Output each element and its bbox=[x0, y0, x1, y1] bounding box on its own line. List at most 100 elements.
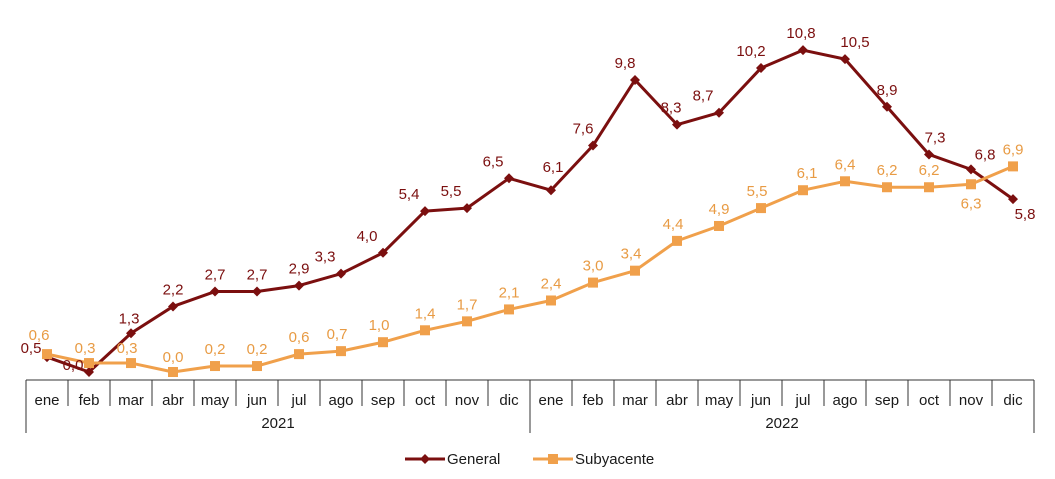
data-label: 0,5 bbox=[21, 340, 42, 357]
series-general bbox=[42, 45, 1018, 377]
data-point bbox=[756, 203, 766, 214]
data-point bbox=[882, 182, 892, 193]
data-point bbox=[420, 206, 430, 217]
legend-marker bbox=[420, 454, 430, 464]
data-point bbox=[336, 346, 346, 357]
data-label: 0,0 bbox=[163, 349, 184, 366]
data-point bbox=[126, 358, 136, 369]
data-label: 2,1 bbox=[499, 284, 520, 301]
data-label: 6,2 bbox=[877, 162, 898, 179]
x-tick-label: ene bbox=[34, 392, 59, 409]
x-tick-label: ago bbox=[832, 392, 857, 409]
data-label: 6,8 bbox=[975, 146, 996, 163]
data-label: 8,3 bbox=[661, 100, 682, 117]
data-point bbox=[714, 107, 724, 118]
x-tick-label: nov bbox=[959, 392, 984, 409]
data-label: 0,2 bbox=[205, 341, 226, 358]
data-point bbox=[966, 179, 976, 190]
data-point bbox=[210, 361, 220, 372]
legend-marker bbox=[548, 454, 558, 464]
data-label: 2,7 bbox=[205, 267, 226, 284]
data-point bbox=[294, 280, 304, 291]
data-point bbox=[672, 119, 682, 130]
data-point bbox=[126, 328, 136, 339]
x-tick-label: dic bbox=[1003, 392, 1023, 409]
data-label: 0,6 bbox=[289, 329, 310, 346]
data-point bbox=[294, 349, 304, 360]
data-label: 0,3 bbox=[75, 340, 96, 357]
data-label: 1,0 bbox=[369, 317, 390, 334]
series-subyacente bbox=[42, 161, 1018, 377]
x-tick-label: ene bbox=[538, 392, 563, 409]
data-label: 0,6 bbox=[29, 327, 50, 344]
x-tick-label: jul bbox=[290, 392, 306, 409]
x-tick-label: jun bbox=[750, 392, 771, 409]
data-label: 10,2 bbox=[736, 43, 765, 60]
x-tick-label: may bbox=[201, 392, 230, 409]
x-tick-label: mar bbox=[622, 392, 648, 409]
data-point bbox=[84, 358, 94, 369]
data-label: 6,3 bbox=[961, 195, 982, 212]
data-label: 6,5 bbox=[483, 153, 504, 170]
x-tick-label: feb bbox=[79, 392, 100, 409]
data-point bbox=[840, 54, 850, 65]
data-point bbox=[924, 182, 934, 193]
data-label: 10,5 bbox=[840, 34, 869, 51]
legend-label: General bbox=[447, 451, 500, 468]
data-point bbox=[378, 247, 388, 258]
data-label: 8,9 bbox=[877, 82, 898, 99]
year-label: 2021 bbox=[261, 415, 294, 432]
data-point bbox=[588, 140, 598, 151]
data-point bbox=[546, 185, 556, 196]
data-label: 8,7 bbox=[693, 88, 714, 105]
data-point bbox=[882, 101, 892, 112]
data-label: 3,3 bbox=[315, 249, 336, 266]
series-line bbox=[46, 48, 1014, 374]
legend-item-general: General bbox=[405, 451, 500, 468]
data-point bbox=[252, 286, 262, 297]
data-label: 5,4 bbox=[399, 186, 420, 203]
x-tick-label: sep bbox=[875, 392, 899, 409]
data-label: 5,5 bbox=[747, 183, 768, 200]
data-point bbox=[840, 176, 850, 187]
data-point bbox=[966, 164, 976, 175]
data-point bbox=[168, 301, 178, 312]
data-point bbox=[798, 45, 808, 56]
data-label: 1,3 bbox=[119, 310, 140, 327]
data-label: 1,4 bbox=[415, 305, 436, 322]
x-tick-label: may bbox=[705, 392, 734, 409]
data-point bbox=[84, 367, 94, 377]
data-point bbox=[378, 337, 388, 348]
data-label: 5,8 bbox=[1015, 206, 1036, 223]
data-label: 1,7 bbox=[457, 296, 478, 313]
x-tick-label: jun bbox=[246, 392, 267, 409]
data-label: 6,4 bbox=[835, 156, 856, 173]
data-label: 2,7 bbox=[247, 267, 268, 284]
x-tick-label: nov bbox=[455, 392, 480, 409]
category-axis: ene feb mar abr may jun jul ago sep oct nov dic ene f… bbox=[25, 379, 1035, 433]
data-point bbox=[1008, 194, 1018, 205]
x-tick-label: jul bbox=[794, 392, 810, 409]
data-label: 2,9 bbox=[289, 261, 310, 278]
x-tick-label: abr bbox=[666, 392, 688, 409]
data-label: 6,1 bbox=[543, 159, 564, 176]
series-line bbox=[46, 164, 1014, 374]
data-label: 4,9 bbox=[709, 201, 730, 218]
x-tick-label: ago bbox=[328, 392, 353, 409]
x-tick-label: sep bbox=[371, 392, 395, 409]
data-label: 6,2 bbox=[919, 162, 940, 179]
data-label: 6,1 bbox=[797, 165, 818, 182]
data-label: 2,2 bbox=[163, 281, 184, 298]
data-label: 3,0 bbox=[583, 258, 604, 275]
data-point bbox=[42, 349, 52, 360]
data-labels: 0,5 0,0 1,3 2,2 2,7 2,7 2,9 3,3 4,0 5,4 5,5 6,5 6,1 7… bbox=[21, 25, 1036, 374]
series-layer bbox=[42, 45, 1018, 377]
data-point bbox=[1008, 161, 1018, 172]
data-point bbox=[672, 235, 682, 246]
data-point bbox=[714, 220, 724, 231]
x-tick-label: dic bbox=[499, 392, 519, 409]
data-label: 2,4 bbox=[541, 275, 562, 292]
data-point bbox=[168, 367, 178, 377]
data-point bbox=[756, 63, 766, 74]
